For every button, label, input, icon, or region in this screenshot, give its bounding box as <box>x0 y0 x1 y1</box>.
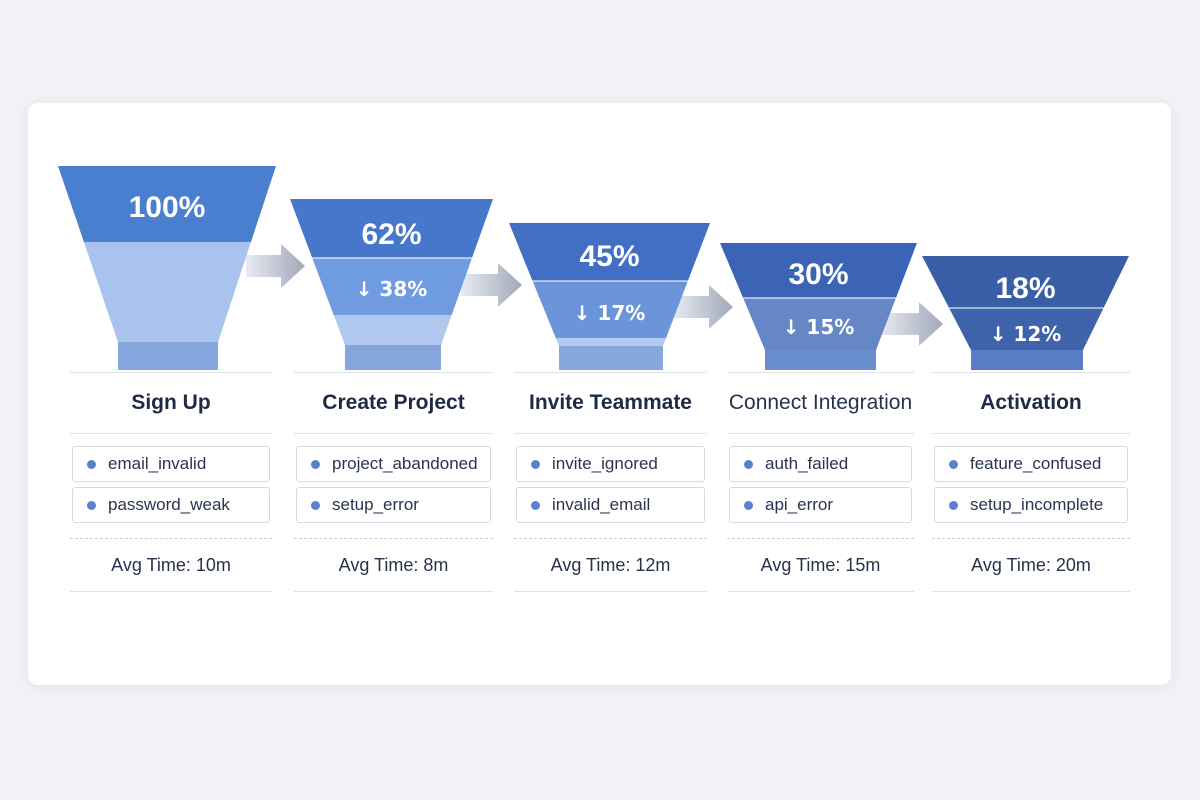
stage-arrow-1 <box>246 244 305 288</box>
stage-3-lower-section <box>555 338 667 346</box>
dropoff-reason-label: api_error <box>765 495 834 514</box>
stage-title: Activation <box>932 372 1130 434</box>
stage-title: Connect Integration <box>727 372 914 434</box>
dropoff-reason: password_weak <box>72 487 270 523</box>
bullet-dot-icon <box>744 459 753 469</box>
bullet-dot-icon <box>311 500 320 510</box>
stage-4-dropoff-section <box>743 298 896 350</box>
stage-3-dropoff-value: ↓ 17% <box>574 301 646 325</box>
stage-1-base <box>118 342 218 370</box>
stage-arrow-2 <box>461 263 522 307</box>
dropoff-reason: email_invalid <box>72 446 270 482</box>
stage-title: Sign Up <box>70 372 272 434</box>
funnel-diagram: 100% 62% ↓ 38% 45% ↓ 17% 30% ↓ 15% 18% ↓ 12% <box>58 166 1129 370</box>
bullet-dot-icon <box>87 500 96 510</box>
avg-time: Avg Time: 20m <box>932 538 1130 592</box>
stage-arrow-3 <box>672 285 733 329</box>
bullet-dot-icon <box>311 459 320 469</box>
stage-4-dropoff-value: ↓ 15% <box>783 315 855 339</box>
stage-2-dropoff-value: ↓ 38% <box>356 277 428 301</box>
stage-1-conversion-section <box>58 166 276 242</box>
bullet-dot-icon <box>744 500 753 510</box>
dropoff-reason-label: invite_ignored <box>552 454 658 473</box>
bullet-dot-icon <box>531 459 540 469</box>
dropoff-reason-label: auth_failed <box>765 454 849 473</box>
bullet-dot-icon <box>531 500 540 510</box>
dropoff-reason: api_error <box>729 487 912 523</box>
dropoff-reason-label: password_weak <box>108 495 230 514</box>
avg-time: Avg Time: 8m <box>294 538 493 592</box>
dropoff-reason-label: email_invalid <box>108 454 207 473</box>
stage-column: Create Project project_abandoned setup_err… <box>294 0 493 800</box>
dropoff-reason: setup_error <box>296 487 491 523</box>
stage-column: Connect Integration auth_failed api_error A… <box>727 0 914 800</box>
stage-title: Invite Teammate <box>514 372 707 434</box>
dropoff-reason: feature_confused <box>934 446 1128 482</box>
dropoff-reason-label: setup_error <box>332 495 419 514</box>
avg-time: Avg Time: 15m <box>727 538 914 592</box>
stage-5-dropoff-value: ↓ 12% <box>990 322 1062 346</box>
stage-2-base <box>345 345 441 370</box>
stage-column: Activation feature_confused setup_incomple… <box>932 0 1130 800</box>
dropoff-reason: invite_ignored <box>516 446 705 482</box>
dropoff-reason: invalid_email <box>516 487 705 523</box>
stage-4-base <box>765 350 876 370</box>
stage-4-conversion-section <box>720 243 917 298</box>
stage-2-lower-section <box>333 315 452 345</box>
dropoff-reason-label: setup_incomplete <box>970 495 1104 514</box>
dropoff-reason-label: project_abandoned <box>332 454 478 473</box>
avg-time: Avg Time: 10m <box>70 538 272 592</box>
stage-3-conversion-value: 45% <box>579 240 639 273</box>
dropoff-reason: project_abandoned <box>296 446 491 482</box>
stage-3-dropoff-section <box>532 281 688 338</box>
stage-4-conversion-value: 30% <box>788 258 848 291</box>
stage-1-conversion-value: 100% <box>129 191 206 224</box>
stage-2-dropoff-section <box>312 258 472 315</box>
stage-arrow-4 <box>880 302 943 346</box>
stage-3-conversion-section <box>509 223 710 281</box>
avg-time: Avg Time: 12m <box>514 538 707 592</box>
stage-column: Sign Up email_invalid password_weak Avg Tim… <box>70 0 272 800</box>
stage-5-dropoff-section <box>949 308 1104 350</box>
stage-3-base <box>559 346 663 370</box>
stage-2-conversion-value: 62% <box>361 218 421 251</box>
stage-1-lower-section <box>83 242 251 342</box>
stage-5-conversion-value: 18% <box>995 272 1055 305</box>
stage-title: Create Project <box>294 372 493 434</box>
dropoff-reason-label: feature_confused <box>970 454 1102 473</box>
stage-column: Invite Teammate invite_ignored invalid_ema… <box>514 0 707 800</box>
funnel-card: 100% 62% ↓ 38% 45% ↓ 17% 30% ↓ 15% 18% ↓ 12% <box>28 103 1171 685</box>
dropoff-reason: setup_incomplete <box>934 487 1128 523</box>
dropoff-reason-label: invalid_email <box>552 495 651 514</box>
bullet-dot-icon <box>87 459 96 469</box>
bullet-dot-icon <box>949 500 958 510</box>
stage-2-conversion-section <box>290 199 493 258</box>
bullet-dot-icon <box>949 459 958 469</box>
stage-5-base <box>971 350 1083 370</box>
dropoff-reason: auth_failed <box>729 446 912 482</box>
stage-5-conversion-section <box>922 256 1129 308</box>
